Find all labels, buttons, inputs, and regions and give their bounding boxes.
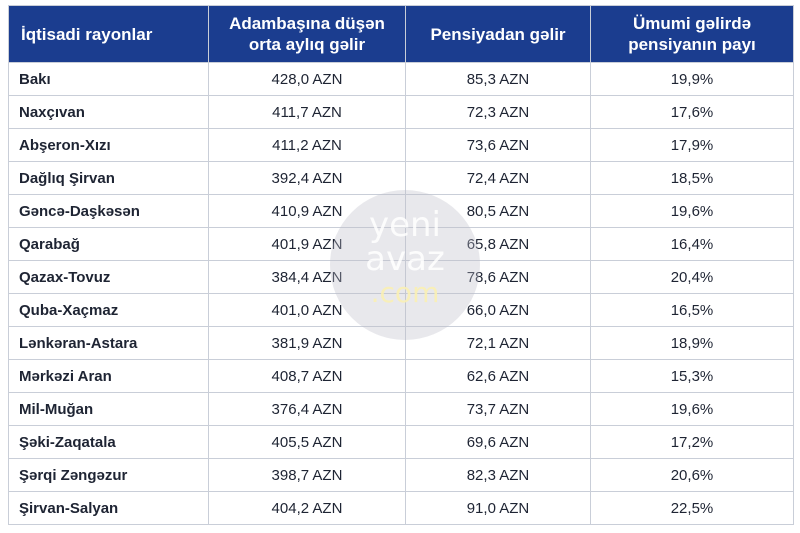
table-row: Naxçıvan 411,7 AZN 72,3 AZN 17,6% xyxy=(8,95,794,129)
value-cell: 20,4% xyxy=(590,260,794,294)
value-cell: 72,1 AZN xyxy=(405,326,591,360)
region-cell: Mərkəzi Aran xyxy=(8,359,209,393)
value-cell: 78,6 AZN xyxy=(405,260,591,294)
value-cell: 428,0 AZN xyxy=(208,62,406,96)
value-cell: 22,5% xyxy=(590,491,794,525)
table-row: Mil-Muğan 376,4 AZN 73,7 AZN 19,6% xyxy=(8,392,794,426)
value-cell: 381,9 AZN xyxy=(208,326,406,360)
value-cell: 384,4 AZN xyxy=(208,260,406,294)
value-cell: 19,9% xyxy=(590,62,794,96)
value-cell: 17,9% xyxy=(590,128,794,162)
value-cell: 73,6 AZN xyxy=(405,128,591,162)
region-cell: Naxçıvan xyxy=(8,95,209,129)
region-cell: Gəncə-Daşkəsən xyxy=(8,194,209,228)
value-cell: 72,3 AZN xyxy=(405,95,591,129)
table-row: Bakı 428,0 AZN 85,3 AZN 19,9% xyxy=(8,62,794,96)
value-cell: 398,7 AZN xyxy=(208,458,406,492)
value-cell: 20,6% xyxy=(590,458,794,492)
region-cell: Şərqi Zəngəzur xyxy=(8,458,209,492)
region-cell: Mil-Muğan xyxy=(8,392,209,426)
header-cell: Ümumi gəlirdə pensiyanın payı xyxy=(590,5,794,63)
value-cell: 411,2 AZN xyxy=(208,128,406,162)
value-cell: 16,5% xyxy=(590,293,794,327)
region-cell: Şirvan-Salyan xyxy=(8,491,209,525)
value-cell: 18,5% xyxy=(590,161,794,195)
table-row: Lənkəran-Astara 381,9 AZN 72,1 AZN 18,9% xyxy=(8,326,794,360)
region-cell: Lənkəran-Astara xyxy=(8,326,209,360)
value-cell: 15,3% xyxy=(590,359,794,393)
table-body: Bakı 428,0 AZN 85,3 AZN 19,9% Naxçıvan 411,7 … xyxy=(8,62,794,525)
table-row: Quba-Xaçmaz 401,0 AZN 66,0 AZN 16,5% xyxy=(8,293,794,327)
value-cell: 18,9% xyxy=(590,326,794,360)
header-cell: İqtisadi rayonlar xyxy=(8,5,209,63)
value-cell: 410,9 AZN xyxy=(208,194,406,228)
region-cell: Qazax-Tovuz xyxy=(8,260,209,294)
header-cell: Adambaşına düşən orta aylıq gəlir xyxy=(208,5,406,63)
value-cell: 19,6% xyxy=(590,392,794,426)
value-cell: 16,4% xyxy=(590,227,794,261)
table-row: Abşeron-Xızı 411,2 AZN 73,6 AZN 17,9% xyxy=(8,128,794,162)
table-row: Gəncə-Daşkəsən 410,9 AZN 80,5 AZN 19,6% xyxy=(8,194,794,228)
region-cell: Abşeron-Xızı xyxy=(8,128,209,162)
value-cell: 376,4 AZN xyxy=(208,392,406,426)
region-cell: Qarabağ xyxy=(8,227,209,261)
value-cell: 401,0 AZN xyxy=(208,293,406,327)
table-row: Dağlıq Şirvan 392,4 AZN 72,4 AZN 18,5% xyxy=(8,161,794,195)
region-cell: Quba-Xaçmaz xyxy=(8,293,209,327)
value-cell: 82,3 AZN xyxy=(405,458,591,492)
table-row: Şirvan-Salyan 404,2 AZN 91,0 AZN 22,5% xyxy=(8,491,794,525)
table-row: Qazax-Tovuz 384,4 AZN 78,6 AZN 20,4% xyxy=(8,260,794,294)
value-cell: 408,7 AZN xyxy=(208,359,406,393)
value-cell: 91,0 AZN xyxy=(405,491,591,525)
value-cell: 66,0 AZN xyxy=(405,293,591,327)
value-cell: 405,5 AZN xyxy=(208,425,406,459)
value-cell: 17,2% xyxy=(590,425,794,459)
region-cell: Dağlıq Şirvan xyxy=(8,161,209,195)
table-row: Şərqi Zəngəzur 398,7 AZN 82,3 AZN 20,6% xyxy=(8,458,794,492)
table-row: Şəki-Zaqatala 405,5 AZN 69,6 AZN 17,2% xyxy=(8,425,794,459)
table-row: Qarabağ 401,9 AZN 65,8 AZN 16,4% xyxy=(8,227,794,261)
value-cell: 80,5 AZN xyxy=(405,194,591,228)
income-table: İqtisadi rayonlar Adambaşına düşən orta a… xyxy=(8,5,794,525)
value-cell: 73,7 AZN xyxy=(405,392,591,426)
value-cell: 17,6% xyxy=(590,95,794,129)
header-cell: Pensiyadan gəlir xyxy=(405,5,591,63)
value-cell: 19,6% xyxy=(590,194,794,228)
value-cell: 72,4 AZN xyxy=(405,161,591,195)
value-cell: 392,4 AZN xyxy=(208,161,406,195)
header-row: İqtisadi rayonlar Adambaşına düşən orta a… xyxy=(8,5,794,63)
value-cell: 62,6 AZN xyxy=(405,359,591,393)
value-cell: 65,8 AZN xyxy=(405,227,591,261)
region-cell: Şəki-Zaqatala xyxy=(8,425,209,459)
value-cell: 85,3 AZN xyxy=(405,62,591,96)
value-cell: 411,7 AZN xyxy=(208,95,406,129)
value-cell: 69,6 AZN xyxy=(405,425,591,459)
region-cell: Bakı xyxy=(8,62,209,96)
table-row: Mərkəzi Aran 408,7 AZN 62,6 AZN 15,3% xyxy=(8,359,794,393)
value-cell: 404,2 AZN xyxy=(208,491,406,525)
value-cell: 401,9 AZN xyxy=(208,227,406,261)
